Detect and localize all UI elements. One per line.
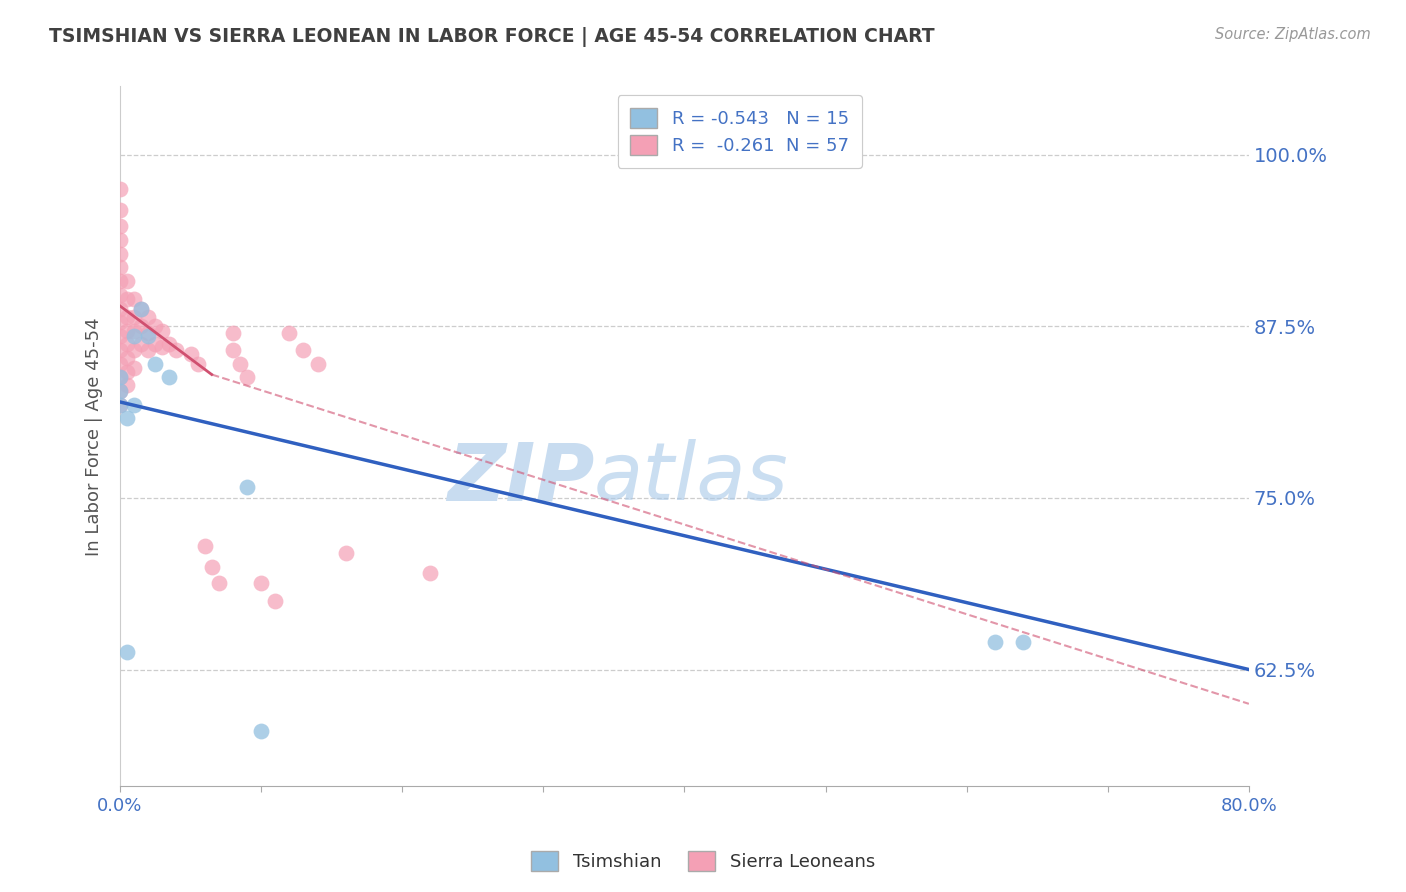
Point <box>122 343 145 357</box>
Point <box>292 343 315 357</box>
Point <box>419 566 441 581</box>
Point <box>150 340 173 354</box>
Point <box>108 343 131 357</box>
Point <box>136 326 159 341</box>
Point <box>150 324 173 338</box>
Point <box>122 329 145 343</box>
Point <box>264 594 287 608</box>
Point <box>122 398 145 412</box>
Point <box>108 202 131 217</box>
Text: Source: ZipAtlas.com: Source: ZipAtlas.com <box>1215 27 1371 42</box>
Point <box>115 337 138 351</box>
Point <box>165 343 187 357</box>
Point <box>129 319 152 334</box>
Point <box>157 370 180 384</box>
Point <box>136 329 159 343</box>
Point <box>108 370 131 384</box>
Point <box>278 326 301 341</box>
Point <box>180 347 202 361</box>
Point <box>201 559 224 574</box>
Point <box>108 384 131 398</box>
Point <box>115 310 138 324</box>
Point <box>108 246 131 260</box>
Point <box>108 384 131 398</box>
Point <box>108 182 131 196</box>
Point <box>143 319 166 334</box>
Point <box>335 546 357 560</box>
Point <box>250 724 273 739</box>
Point <box>157 337 180 351</box>
Point <box>115 274 138 288</box>
Point <box>129 301 152 316</box>
Point <box>115 378 138 392</box>
Point <box>122 310 145 324</box>
Point <box>143 337 166 351</box>
Point <box>984 635 1007 649</box>
Point <box>122 324 145 338</box>
Point <box>122 292 145 306</box>
Point <box>250 576 273 591</box>
Point <box>108 219 131 234</box>
Point <box>229 357 252 371</box>
Point <box>136 343 159 357</box>
Point <box>129 301 152 316</box>
Point <box>1012 635 1035 649</box>
Point <box>108 370 131 384</box>
Legend: R = -0.543   N = 15, R =  -0.261  N = 57: R = -0.543 N = 15, R = -0.261 N = 57 <box>617 95 862 168</box>
Point <box>108 398 131 412</box>
Point <box>108 288 131 302</box>
Legend: Tsimshian, Sierra Leoneans: Tsimshian, Sierra Leoneans <box>524 844 882 879</box>
Point <box>129 337 152 351</box>
Point <box>108 233 131 247</box>
Point <box>108 398 131 412</box>
Point <box>307 357 329 371</box>
Point <box>222 343 245 357</box>
Point <box>194 539 217 553</box>
Point <box>108 274 131 288</box>
Point <box>208 576 231 591</box>
Y-axis label: In Labor Force | Age 45-54: In Labor Force | Age 45-54 <box>86 317 103 556</box>
Point <box>122 360 145 375</box>
Point <box>108 301 131 316</box>
Text: TSIMSHIAN VS SIERRA LEONEAN IN LABOR FORCE | AGE 45-54 CORRELATION CHART: TSIMSHIAN VS SIERRA LEONEAN IN LABOR FOR… <box>49 27 935 46</box>
Point <box>108 357 131 371</box>
Point <box>115 645 138 659</box>
Point <box>115 351 138 365</box>
Point <box>115 324 138 338</box>
Point <box>115 292 138 306</box>
Point <box>136 310 159 324</box>
Point <box>187 357 209 371</box>
Point <box>236 370 259 384</box>
Point <box>115 365 138 379</box>
Point <box>108 329 131 343</box>
Point <box>236 480 259 494</box>
Point <box>115 411 138 425</box>
Point <box>108 260 131 275</box>
Text: atlas: atlas <box>595 439 789 517</box>
Point <box>143 357 166 371</box>
Text: ZIP: ZIP <box>447 439 595 517</box>
Point <box>222 326 245 341</box>
Point <box>108 315 131 329</box>
